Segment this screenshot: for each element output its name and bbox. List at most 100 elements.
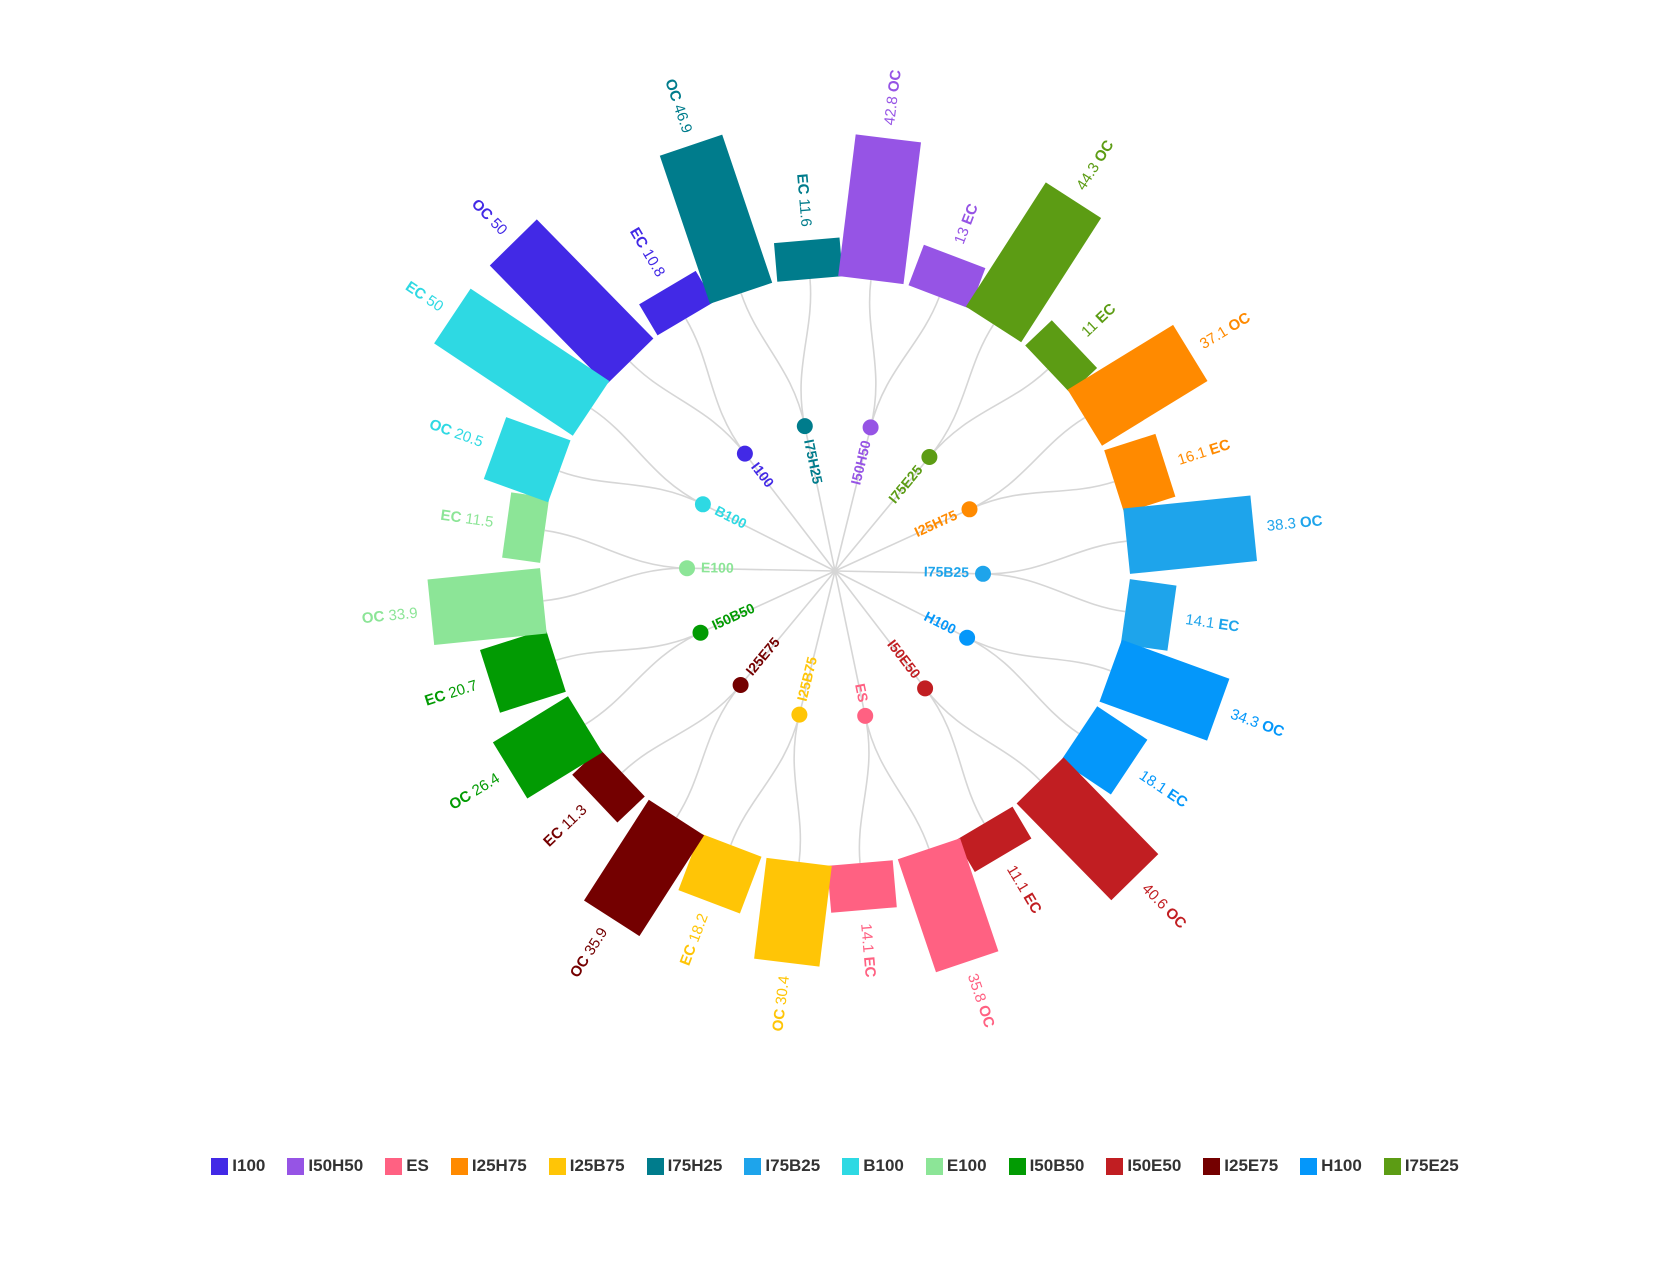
bar-I100-oc[interactable] (489, 219, 654, 385)
link-curve (800, 279, 812, 427)
bar-label: 38.3 OC (1266, 512, 1323, 535)
group-dot[interactable] (692, 624, 709, 641)
bar-label: 18.1 EC (1136, 767, 1191, 811)
link-curve (793, 714, 802, 862)
bar-I75B25-ec[interactable] (1120, 579, 1177, 651)
hub-spoke (744, 453, 836, 572)
hub-spoke (834, 456, 931, 572)
group-dot[interactable] (961, 501, 978, 518)
link-curve (544, 529, 688, 569)
group-label: I50B50 (709, 600, 757, 633)
legend-item[interactable]: I25E75 (1203, 1156, 1278, 1176)
group-dot[interactable] (862, 419, 879, 436)
bar-ES-oc[interactable] (897, 838, 999, 973)
legend-item[interactable]: I75E25 (1383, 1156, 1459, 1176)
legend-label: I50B50 (1029, 1156, 1085, 1175)
legend-item[interactable]: I75B25 (744, 1156, 820, 1176)
group-dot[interactable] (791, 706, 808, 723)
bar-E100-oc[interactable] (427, 568, 547, 645)
bar-I25H75-ec[interactable] (1104, 433, 1176, 513)
hub-spoke (834, 570, 968, 639)
link-curve (621, 684, 742, 774)
bar-label: 14.1 EC (857, 923, 879, 979)
group-label: I75H25 (801, 438, 826, 486)
bar-B100-oc[interactable] (483, 417, 571, 503)
group-dot[interactable] (694, 496, 711, 513)
group-label: I50H50 (847, 438, 873, 486)
legend-item[interactable]: I50E50 (1106, 1156, 1181, 1176)
group-dot[interactable] (679, 560, 695, 577)
group-dot[interactable] (857, 707, 874, 724)
group-dot[interactable] (959, 629, 976, 646)
bar-I25B75-oc[interactable] (754, 857, 832, 967)
bar-I25E75-ec[interactable] (572, 748, 645, 823)
group-dot[interactable] (732, 677, 749, 693)
legend-label: I100 (232, 1156, 266, 1175)
legend-label: I75H25 (667, 1156, 723, 1175)
bar-label: 42.8 OC (881, 69, 905, 127)
bar-I25E75-oc[interactable] (584, 799, 705, 937)
bar-B100-ec[interactable] (434, 288, 610, 436)
group-dot[interactable] (736, 445, 753, 462)
legend-item[interactable]: I50B50 (1008, 1156, 1085, 1176)
legend-item[interactable]: I75H25 (646, 1156, 723, 1176)
link-curve (966, 636, 1111, 672)
bar-H100-ec[interactable] (1060, 706, 1148, 795)
bar-label: EC 18.2 (677, 911, 712, 968)
link-curve (543, 567, 688, 602)
legend-label: B100 (863, 1156, 904, 1175)
legend-label: I25B75 (569, 1156, 625, 1175)
bar-label: 44.3 OC (1073, 137, 1118, 193)
bar-I50H50-ec[interactable] (908, 244, 986, 309)
bar-label: EC 11.5 (439, 507, 494, 531)
legend-label: H100 (1321, 1156, 1362, 1175)
group-label: I50E50 (884, 636, 924, 681)
bar-label: OC 35.9 (567, 925, 611, 981)
legend-item[interactable]: E100 (925, 1156, 987, 1176)
bar-I50E50-ec[interactable] (955, 806, 1032, 872)
link-curve (924, 687, 1041, 781)
group-dot[interactable] (921, 449, 938, 465)
bar-I75H25-ec[interactable] (774, 237, 843, 282)
legend-swatch (1383, 1157, 1401, 1175)
legend-item[interactable]: I25H75 (450, 1156, 527, 1176)
link-curve (969, 480, 1115, 511)
bar-I75B25-oc[interactable] (1123, 495, 1257, 574)
bar-I100-ec[interactable] (639, 270, 715, 336)
bar-I50H50-oc[interactable] (838, 134, 921, 285)
link-curve (924, 687, 985, 824)
group-label: E100 (701, 559, 734, 576)
link-curve (555, 631, 701, 662)
bar-label: 11 EC (1078, 300, 1119, 340)
bar-I75H25-oc[interactable] (659, 134, 773, 304)
bar-label: 34.3 OC (1228, 706, 1286, 741)
legend-item[interactable]: B100 (842, 1156, 904, 1176)
bar-I75E25-oc[interactable] (965, 182, 1102, 343)
bar-ES-ec[interactable] (827, 860, 897, 913)
legend-swatch (1106, 1157, 1124, 1175)
bar-label: EC 20.7 (423, 677, 480, 710)
bar-label: EC 10.8 (626, 225, 668, 280)
legend-label: ES (406, 1156, 429, 1175)
bar-I75E25-ec[interactable] (1025, 320, 1098, 394)
bar-I50B50-oc[interactable] (492, 696, 603, 799)
group-dot[interactable] (975, 565, 991, 582)
legend-item[interactable]: I100 (211, 1156, 265, 1176)
bar-H100-oc[interactable] (1099, 639, 1230, 741)
bar-I25H75-oc[interactable] (1067, 324, 1208, 446)
legend: I100 I50H50 ES I25H75 I25B75 I75H25 I75B… (0, 1151, 1670, 1181)
bar-label: 14.1 EC (1184, 611, 1240, 635)
bar-I50E50-oc[interactable] (1016, 757, 1159, 901)
legend-item[interactable]: I25B75 (548, 1156, 625, 1176)
legend-item[interactable]: ES (385, 1156, 429, 1176)
bar-I25B75-ec[interactable] (678, 833, 762, 914)
group-dot[interactable] (917, 680, 934, 697)
bar-I50B50-ec[interactable] (480, 629, 566, 713)
legend-swatch (385, 1157, 403, 1175)
link-curve (928, 324, 995, 458)
bar-E100-ec[interactable] (502, 492, 550, 563)
legend-item[interactable]: I50H50 (287, 1156, 363, 1176)
group-dot[interactable] (796, 418, 813, 435)
legend-item[interactable]: H100 (1300, 1156, 1362, 1176)
